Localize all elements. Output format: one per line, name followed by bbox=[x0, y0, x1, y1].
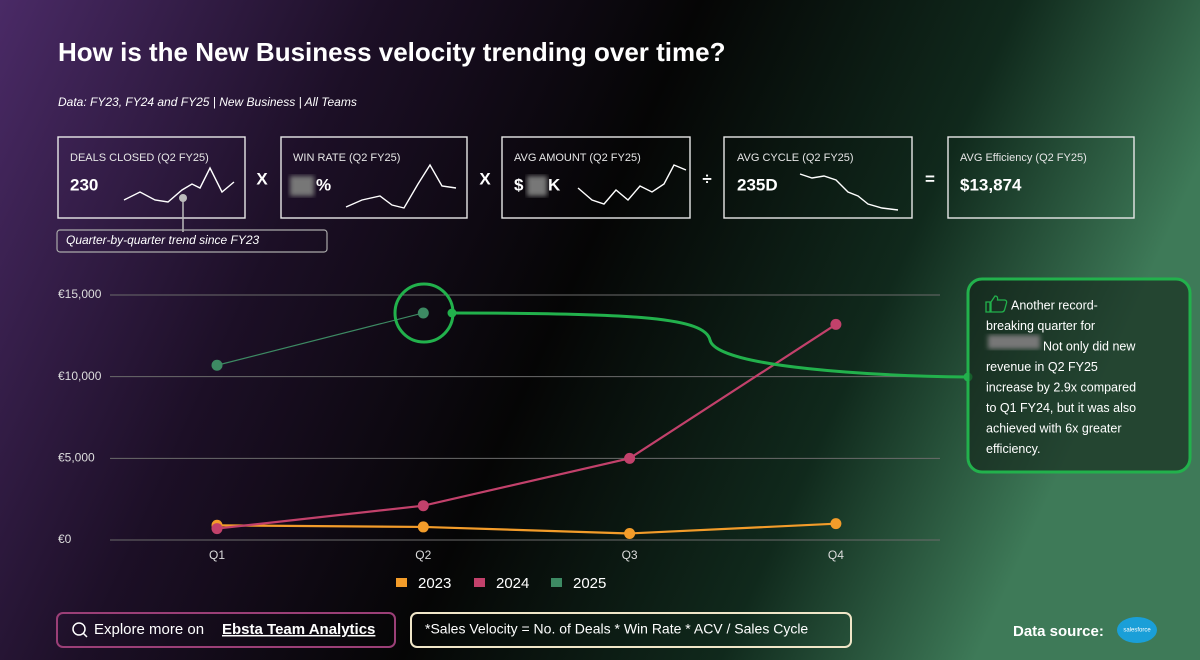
kpi-value: 230 bbox=[70, 175, 98, 194]
legend-label: 2025 bbox=[573, 575, 606, 592]
connector-dot bbox=[447, 308, 457, 318]
sparkline bbox=[345, 163, 457, 209]
series-line bbox=[216, 522, 836, 535]
x-tick-label: Q1 bbox=[209, 548, 225, 562]
callout-line: to Q1 FY24, but it was also bbox=[986, 401, 1136, 415]
data-point bbox=[417, 521, 429, 533]
connector-dot bbox=[179, 194, 187, 202]
title: How is the New Business velocity trendin… bbox=[58, 37, 726, 67]
source-logo bbox=[1117, 617, 1157, 643]
redacted bbox=[527, 176, 547, 196]
legend-swatch bbox=[396, 578, 407, 587]
sparkline bbox=[577, 164, 687, 205]
note-box bbox=[56, 229, 328, 253]
operator: ÷ bbox=[702, 169, 711, 188]
search-icon bbox=[82, 632, 88, 638]
search-icon bbox=[72, 622, 86, 636]
data-point bbox=[417, 307, 429, 319]
callout-line: breaking quarter for bbox=[986, 319, 1095, 333]
redacted bbox=[988, 335, 1040, 349]
callout-line: Another record- bbox=[1011, 298, 1098, 312]
x-tick-label: Q2 bbox=[415, 548, 431, 562]
kpi-label: AVG Efficiency (Q2 FY25) bbox=[960, 152, 1087, 164]
y-tick-label: €0 bbox=[58, 532, 72, 546]
callout-line: increase by 2.9x compared bbox=[986, 380, 1136, 394]
kpi-label: AVG AMOUNT (Q2 FY25) bbox=[514, 152, 641, 164]
sparkline bbox=[799, 173, 899, 211]
kpi-value: 235D bbox=[737, 175, 778, 194]
explore-box bbox=[56, 612, 396, 648]
callout-box bbox=[966, 277, 1192, 474]
kpi-box bbox=[723, 136, 913, 219]
y-tick-label: €5,000 bbox=[58, 451, 95, 465]
kpi-value: $13,874 bbox=[960, 175, 1022, 194]
data-point bbox=[624, 527, 636, 539]
kpi-value-prefix: $ bbox=[514, 175, 524, 194]
source-logo-text: salesforce bbox=[1123, 628, 1151, 634]
callout-line: revenue in Q2 FY25 bbox=[986, 360, 1098, 374]
operator: = bbox=[925, 169, 935, 188]
kpi-box bbox=[57, 136, 246, 219]
data-point bbox=[211, 359, 223, 371]
redacted bbox=[290, 176, 314, 196]
kpi-box bbox=[501, 136, 691, 219]
explore-text: Explore more on bbox=[94, 621, 204, 638]
legend-swatch bbox=[474, 578, 485, 587]
kpi-box bbox=[280, 136, 468, 219]
trend-note: Quarter-by-quarter trend since FY23 bbox=[66, 233, 260, 247]
y-tick-label: €10,000 bbox=[58, 369, 102, 383]
operator: X bbox=[479, 169, 491, 188]
callout-line: Not only did new bbox=[1043, 339, 1136, 353]
data-point bbox=[830, 518, 842, 530]
operator: X bbox=[256, 169, 268, 188]
y-tick-label: €15,000 bbox=[58, 287, 102, 301]
data-point bbox=[211, 523, 223, 535]
series-line bbox=[216, 323, 837, 530]
legend-label: 2023 bbox=[418, 575, 451, 592]
callout-text: Another record-breaking quarter for Not o… bbox=[986, 298, 1136, 456]
source-label: Data source: bbox=[1013, 623, 1104, 640]
data-point bbox=[624, 452, 636, 464]
thumb-icon bbox=[985, 295, 1008, 313]
kpi-label: AVG CYCLE (Q2 FY25) bbox=[737, 152, 854, 164]
formula: *Sales Velocity = No. of Deals * Win Rat… bbox=[425, 621, 808, 637]
explore-link[interactable]: Ebsta Team Analytics bbox=[222, 621, 375, 638]
legend-label: 2024 bbox=[496, 575, 529, 592]
kpi-label: DEALS CLOSED (Q2 FY25) bbox=[70, 152, 209, 164]
kpi-value: K bbox=[548, 175, 561, 194]
sparkline bbox=[123, 166, 235, 203]
legend-swatch bbox=[551, 578, 562, 587]
x-tick-label: Q4 bbox=[828, 548, 844, 562]
callout-line: efficiency. bbox=[986, 442, 1040, 456]
formula-box bbox=[410, 612, 852, 648]
callout-line: achieved with 6x greater bbox=[986, 421, 1122, 435]
kpi-box bbox=[947, 136, 1135, 219]
data-point bbox=[830, 318, 842, 330]
kpi-row: DEALS CLOSED (Q2 FY25) 230 X WIN RATE (Q… bbox=[57, 136, 1135, 219]
kpi-value: % bbox=[316, 175, 331, 194]
callout-connector bbox=[451, 311, 969, 379]
kpi-label: WIN RATE (Q2 FY25) bbox=[293, 152, 400, 164]
subtitle: Data: FY23, FY24 and FY25 | New Business… bbox=[58, 95, 357, 109]
data-point bbox=[417, 500, 429, 512]
series-line bbox=[216, 312, 424, 366]
x-tick-label: Q3 bbox=[622, 548, 638, 562]
plot: €0 €5,000 €10,000 €15,000 Q1 Q2 Q3 Q4 2023 2024 20… bbox=[58, 287, 940, 592]
